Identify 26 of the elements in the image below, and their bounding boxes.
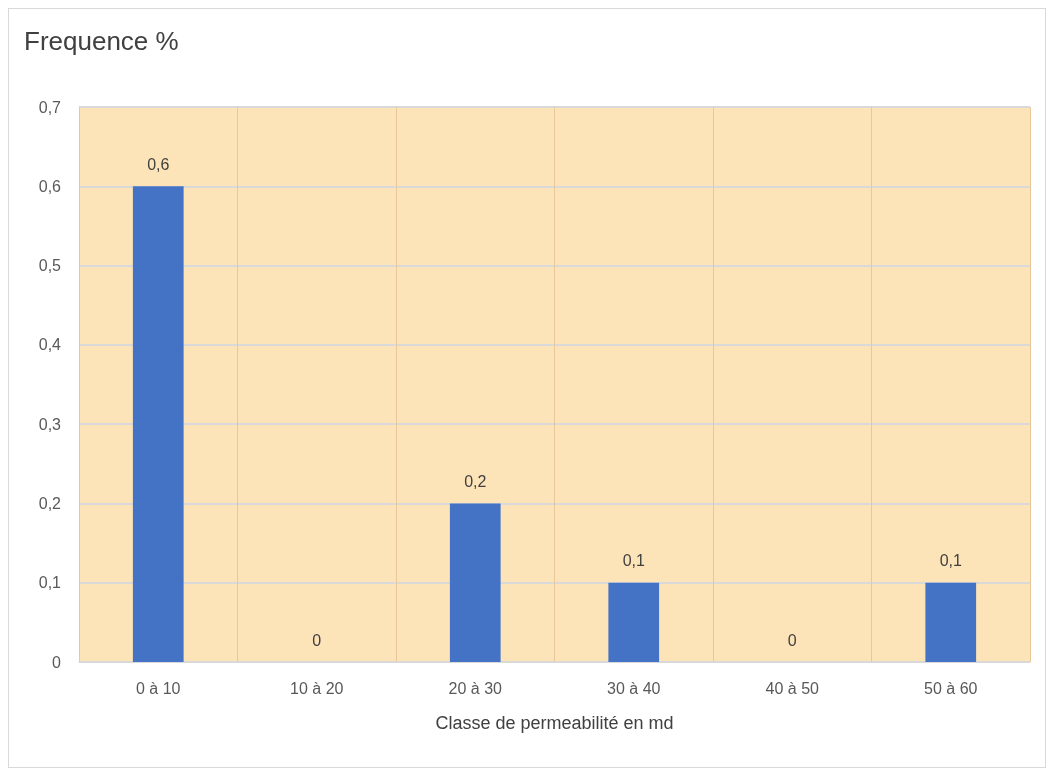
y-tick-label: 0	[52, 653, 62, 671]
bar	[925, 582, 977, 662]
x-tick-label: 10 à 20	[290, 679, 344, 697]
bar	[449, 503, 501, 662]
y-tick-label: 0,2	[38, 494, 62, 512]
x-tick-label: 30 à 40	[607, 679, 661, 697]
data-label: 0,2	[464, 472, 487, 490]
x-axis-title: Classe de permeabilité en md	[435, 713, 674, 733]
y-tick-label: 0,1	[38, 574, 62, 592]
data-label: 0	[312, 631, 322, 649]
y-tick-label: 0,7	[38, 98, 62, 116]
x-tick-label: 40 à 50	[765, 679, 820, 697]
data-label: 0,1	[939, 552, 962, 570]
data-label: 0,6	[147, 155, 170, 173]
data-label: 0,1	[622, 552, 645, 570]
data-label: 0	[787, 631, 797, 649]
y-tick-label: 0,4	[38, 336, 62, 354]
x-tick-label: 0 à 10	[136, 679, 181, 697]
chart-title: Frequence %	[24, 26, 179, 56]
y-tick-label: 0,6	[38, 177, 62, 195]
bar	[132, 186, 184, 662]
x-tick-label: 20 à 30	[448, 679, 503, 697]
y-tick-label: 0,3	[38, 415, 62, 433]
y-tick-label: 0,5	[38, 257, 62, 275]
x-tick-label: 50 à 60	[924, 679, 978, 697]
bar	[608, 582, 660, 662]
